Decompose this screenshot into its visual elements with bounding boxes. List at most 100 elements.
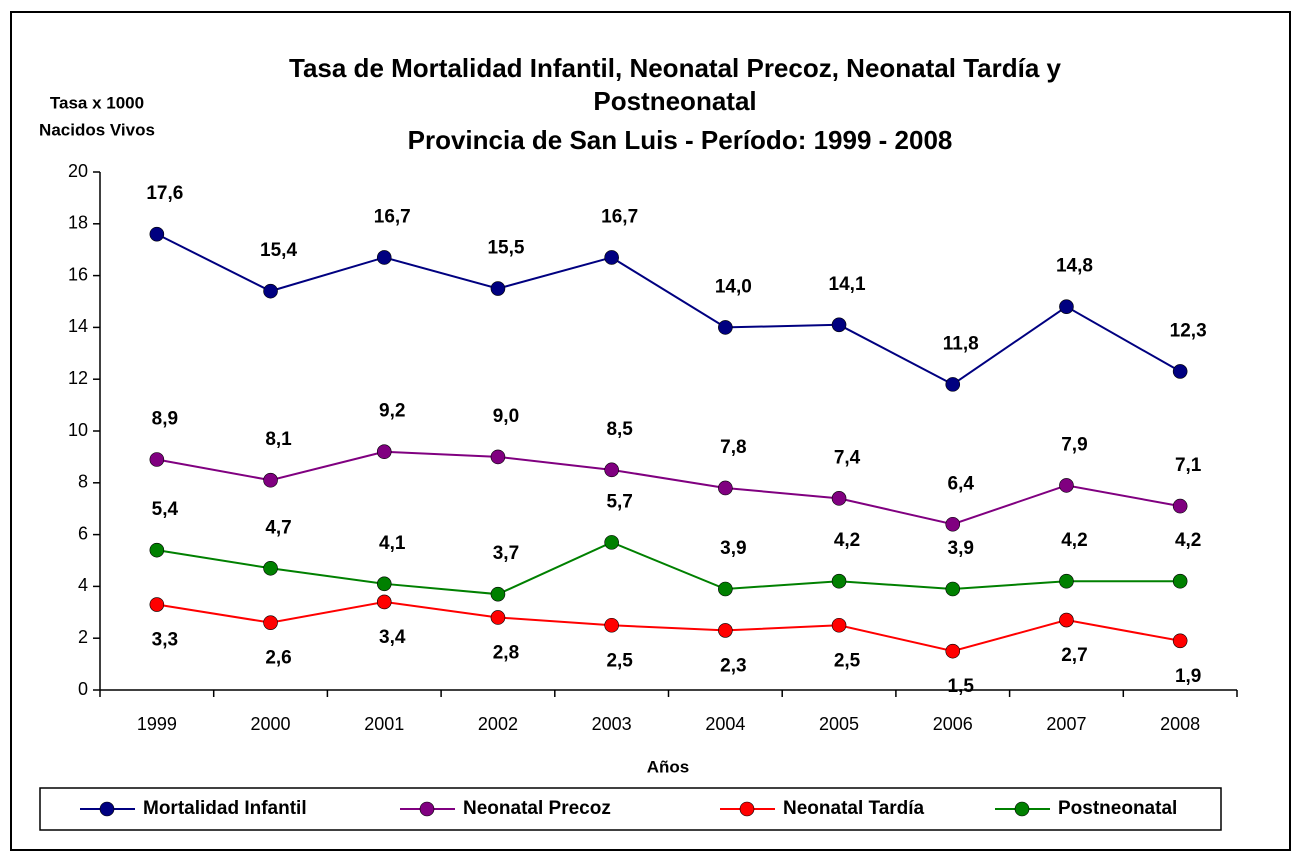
data-point — [945, 581, 961, 597]
data-point — [149, 226, 165, 242]
data-point — [1059, 612, 1074, 628]
data-label: 16,7 — [601, 206, 638, 227]
data-label: 15,4 — [260, 240, 297, 261]
data-label: 4,2 — [834, 530, 860, 551]
data-label: 8,5 — [606, 419, 633, 440]
data-label: 2,5 — [606, 650, 633, 671]
chart-title: Tasa de Mortalidad Infantil, Neonatal Pr… — [289, 53, 1062, 83]
data-label: 2,3 — [720, 655, 746, 676]
data-label: 4,1 — [379, 533, 406, 554]
data-point — [604, 617, 619, 633]
data-label: 14,0 — [715, 276, 752, 297]
y-axis-label: Tasa x 1000 — [50, 93, 144, 112]
data-label: 1,5 — [948, 676, 975, 697]
data-point — [263, 560, 278, 576]
data-point — [376, 250, 392, 265]
data-label: 4,7 — [265, 517, 291, 538]
data-label: 9,2 — [379, 401, 405, 422]
x-tick-label: 2002 — [478, 714, 518, 734]
data-point — [1172, 573, 1188, 589]
data-label: 8,9 — [152, 409, 178, 430]
data-label: 2,8 — [493, 642, 519, 663]
data-point — [263, 472, 278, 488]
legend-marker — [1014, 801, 1030, 817]
data-point — [263, 615, 278, 630]
data-label: 2,7 — [1061, 645, 1087, 666]
data-point — [1172, 498, 1188, 514]
data-point — [1059, 299, 1074, 314]
data-label: 6,4 — [948, 473, 975, 494]
data-label: 17,6 — [146, 183, 183, 204]
data-point — [263, 283, 278, 299]
y-tick-label: 14 — [68, 316, 88, 336]
data-point — [604, 250, 619, 265]
data-point — [718, 480, 733, 496]
data-point — [604, 462, 619, 478]
data-label: 12,3 — [1170, 320, 1207, 341]
x-axis-label: Años — [647, 757, 690, 776]
data-point — [604, 535, 619, 550]
data-point — [831, 617, 847, 633]
y-axis-label: Nacidos Vivos — [39, 120, 155, 139]
data-point — [831, 317, 847, 333]
x-tick-label: 2005 — [819, 714, 859, 734]
data-label: 3,9 — [948, 538, 974, 559]
legend-label: Postneonatal — [1058, 798, 1177, 819]
data-label: 2,5 — [834, 650, 861, 671]
legend-label: Neonatal Precoz — [463, 798, 611, 819]
data-point — [831, 573, 847, 589]
data-point — [490, 449, 506, 465]
data-point — [376, 444, 392, 460]
data-point — [490, 281, 506, 296]
x-tick-label: 2004 — [705, 714, 745, 734]
data-point — [1172, 364, 1188, 379]
data-label: 14,1 — [829, 274, 866, 295]
chart-title: Postneonatal — [593, 86, 756, 116]
y-tick-label: 2 — [78, 627, 88, 647]
chart-subtitle: Provincia de San Luis - Período: 1999 - … — [408, 125, 953, 155]
data-point — [718, 320, 733, 335]
data-label: 3,9 — [720, 538, 746, 559]
legend-label: Neonatal Tardía — [783, 798, 925, 819]
data-label: 3,3 — [152, 630, 178, 651]
data-point — [831, 491, 847, 506]
legend-marker — [419, 801, 435, 817]
data-point — [1172, 633, 1188, 649]
y-tick-label: 10 — [68, 420, 88, 440]
data-label: 4,2 — [1061, 530, 1087, 551]
x-tick-label: 2003 — [592, 714, 632, 734]
y-tick-label: 16 — [68, 264, 88, 284]
data-point — [1059, 573, 1074, 589]
data-label: 1,9 — [1175, 666, 1201, 687]
data-label: 7,9 — [1061, 434, 1087, 455]
data-label: 8,1 — [265, 429, 292, 450]
legend-marker — [739, 801, 755, 817]
x-tick-label: 2001 — [364, 714, 404, 734]
data-point — [490, 586, 506, 602]
legend-marker — [99, 801, 115, 817]
data-label: 7,4 — [834, 447, 861, 468]
data-label: 7,1 — [1175, 455, 1202, 476]
data-point — [945, 516, 961, 532]
x-tick-label: 2006 — [933, 714, 973, 734]
y-tick-label: 0 — [78, 679, 88, 699]
data-label: 3,4 — [379, 627, 406, 648]
series-line — [156, 233, 1181, 386]
chart-frame — [10, 11, 1291, 851]
y-tick-label: 6 — [78, 523, 88, 543]
y-tick-label: 20 — [68, 161, 88, 181]
data-label: 7,8 — [720, 437, 746, 458]
y-tick-label: 12 — [68, 368, 88, 388]
data-label: 11,8 — [943, 333, 979, 354]
data-label: 14,8 — [1056, 256, 1093, 277]
data-point — [945, 377, 961, 392]
legend-label: Mortalidad Infantil — [143, 798, 307, 819]
data-label: 4,2 — [1175, 530, 1201, 551]
x-tick-label: 2008 — [1160, 714, 1200, 734]
data-point — [1059, 478, 1074, 493]
data-point — [718, 623, 733, 638]
data-label: 9,0 — [493, 406, 519, 427]
data-point — [945, 643, 961, 659]
y-tick-label: 18 — [68, 213, 88, 233]
data-label: 3,7 — [493, 543, 519, 564]
